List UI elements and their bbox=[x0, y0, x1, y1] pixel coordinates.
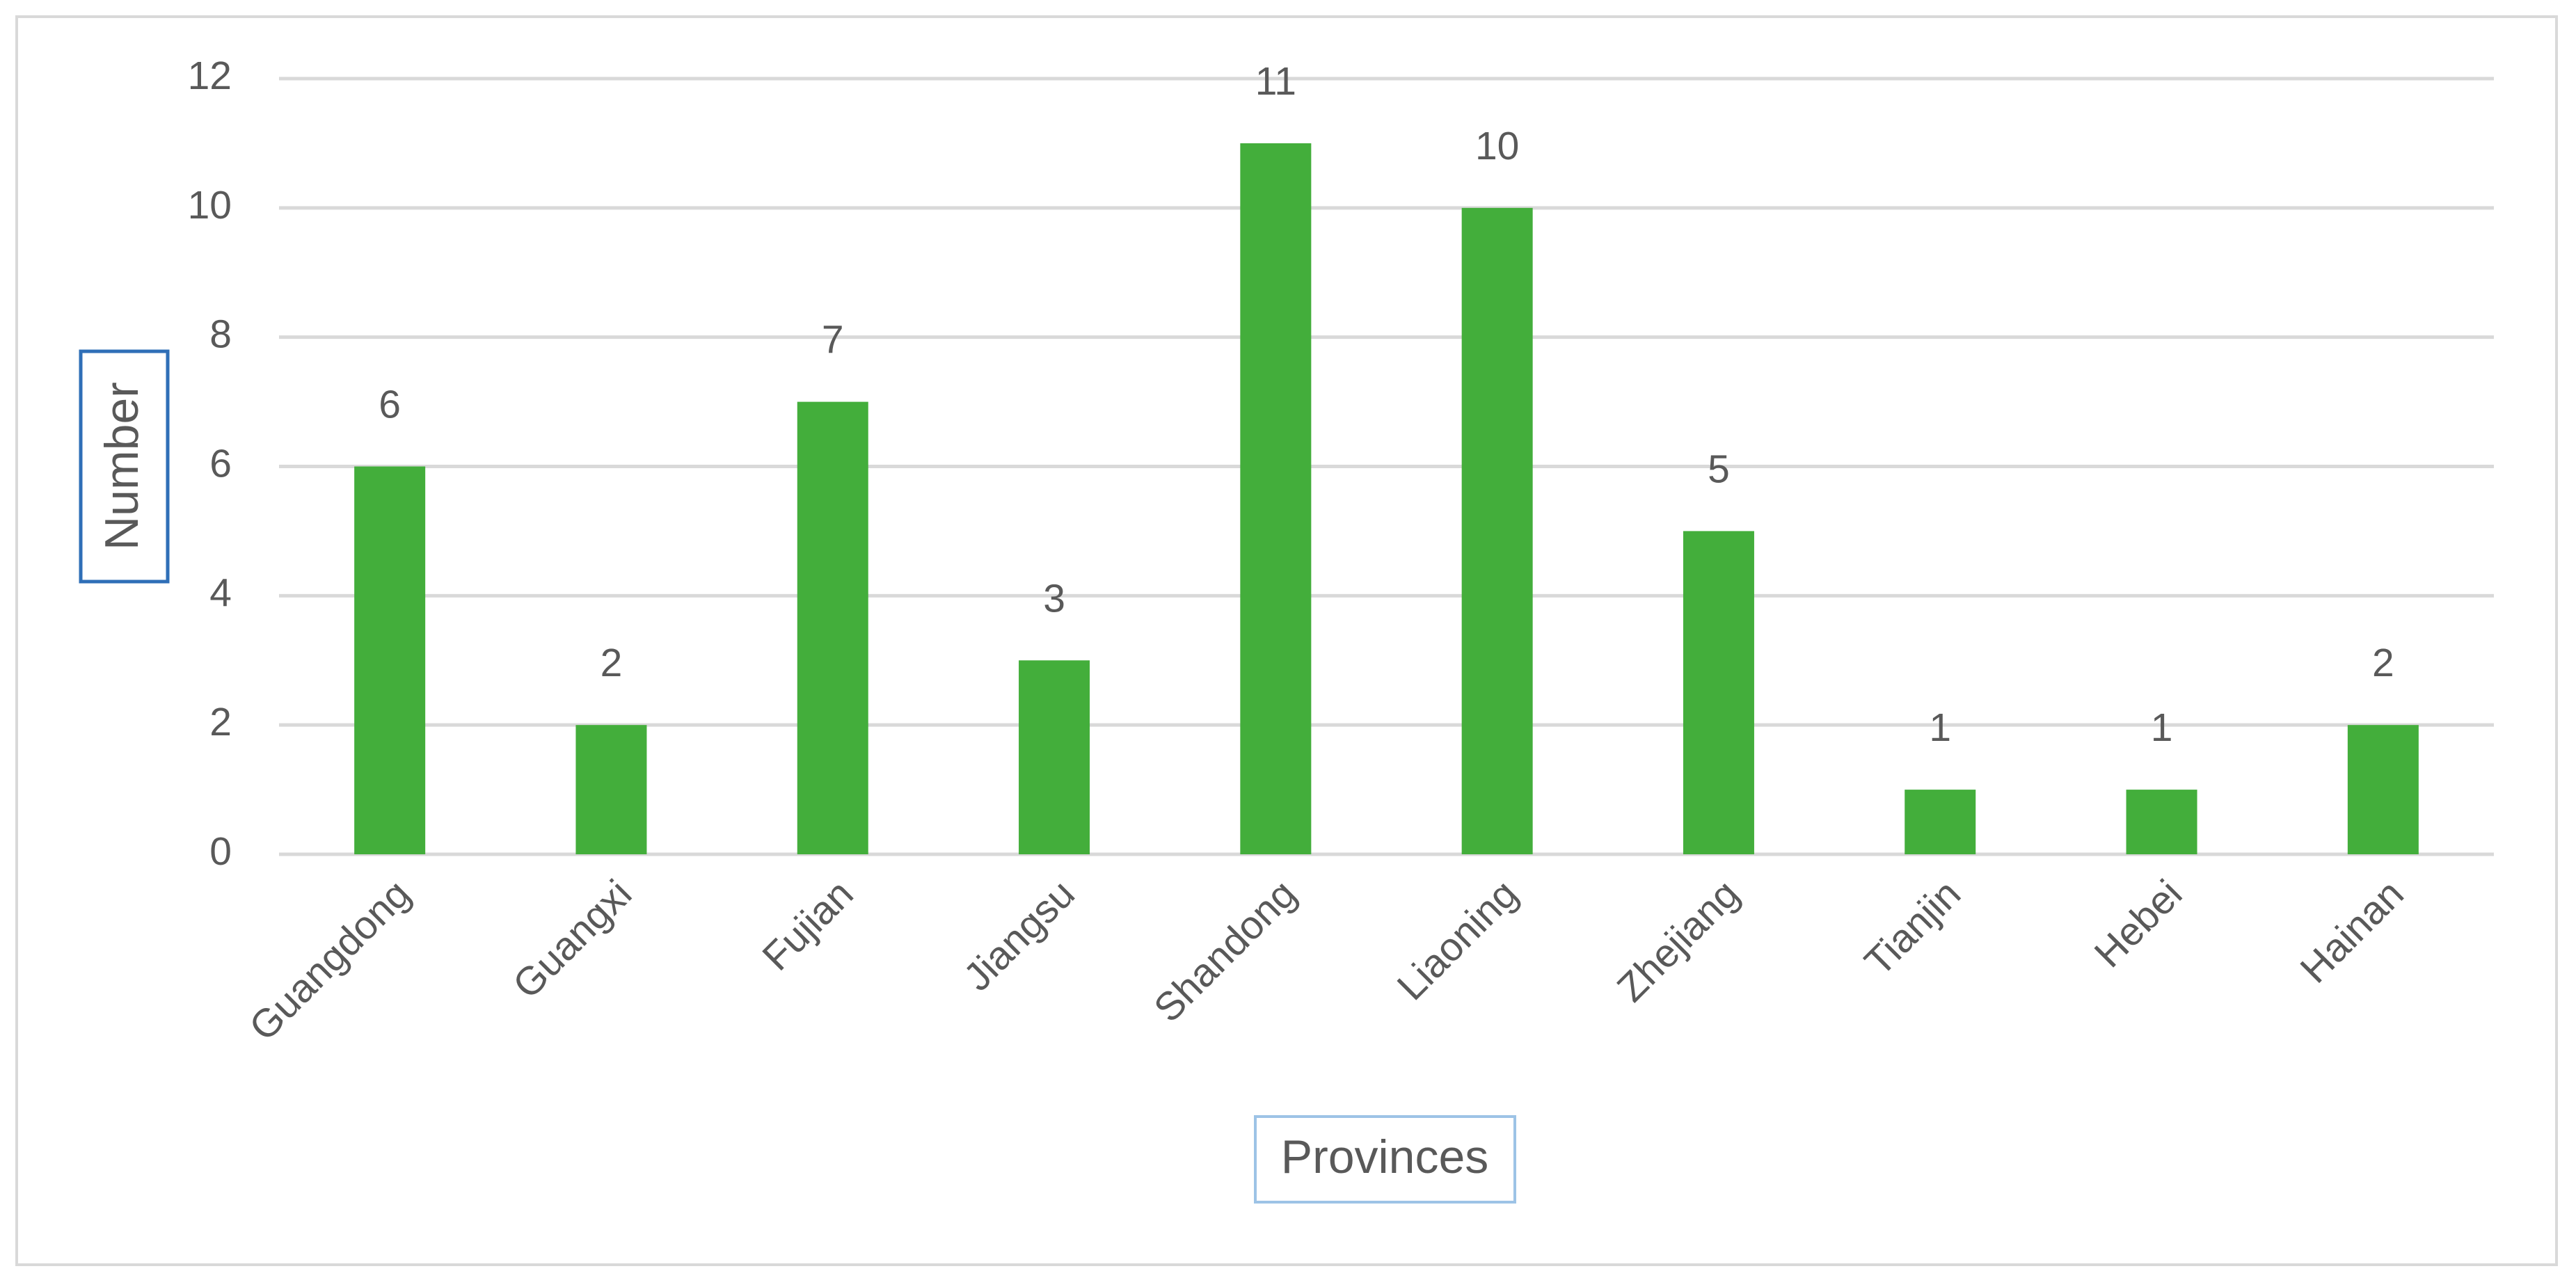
x-axis-title: Provinces bbox=[1281, 1130, 1489, 1183]
bar bbox=[797, 401, 868, 854]
y-tick-label: 2 bbox=[209, 700, 232, 744]
bar bbox=[1905, 790, 1976, 854]
data-label: 11 bbox=[1255, 59, 1296, 104]
y-tick-label: 6 bbox=[209, 442, 232, 486]
data-label: 7 bbox=[822, 318, 844, 362]
bar bbox=[1240, 143, 1312, 854]
data-label: 6 bbox=[379, 383, 401, 427]
data-label: 10 bbox=[1475, 124, 1519, 168]
bar bbox=[2126, 790, 2197, 854]
data-label: 1 bbox=[1929, 705, 1951, 750]
data-label: 1 bbox=[2151, 705, 2173, 750]
y-tick-label: 8 bbox=[209, 312, 232, 357]
bar bbox=[354, 466, 426, 854]
bar bbox=[2347, 725, 2419, 854]
bar bbox=[1683, 531, 1754, 854]
data-label: 5 bbox=[1708, 447, 1730, 491]
bar bbox=[1019, 660, 1090, 854]
x-title-box bbox=[1254, 1115, 1516, 1204]
bar bbox=[1461, 207, 1533, 854]
data-label: 2 bbox=[601, 641, 623, 685]
y-title-box bbox=[79, 349, 170, 584]
y-tick-label: 10 bbox=[188, 183, 232, 227]
y-tick-label: 4 bbox=[209, 570, 232, 615]
bar bbox=[575, 725, 647, 854]
y-tick-label: 0 bbox=[209, 829, 232, 874]
y-axis-title: Number bbox=[95, 382, 148, 550]
data-label: 2 bbox=[2372, 641, 2394, 685]
y-tick-label: 12 bbox=[188, 54, 232, 98]
data-label: 3 bbox=[1043, 576, 1065, 621]
